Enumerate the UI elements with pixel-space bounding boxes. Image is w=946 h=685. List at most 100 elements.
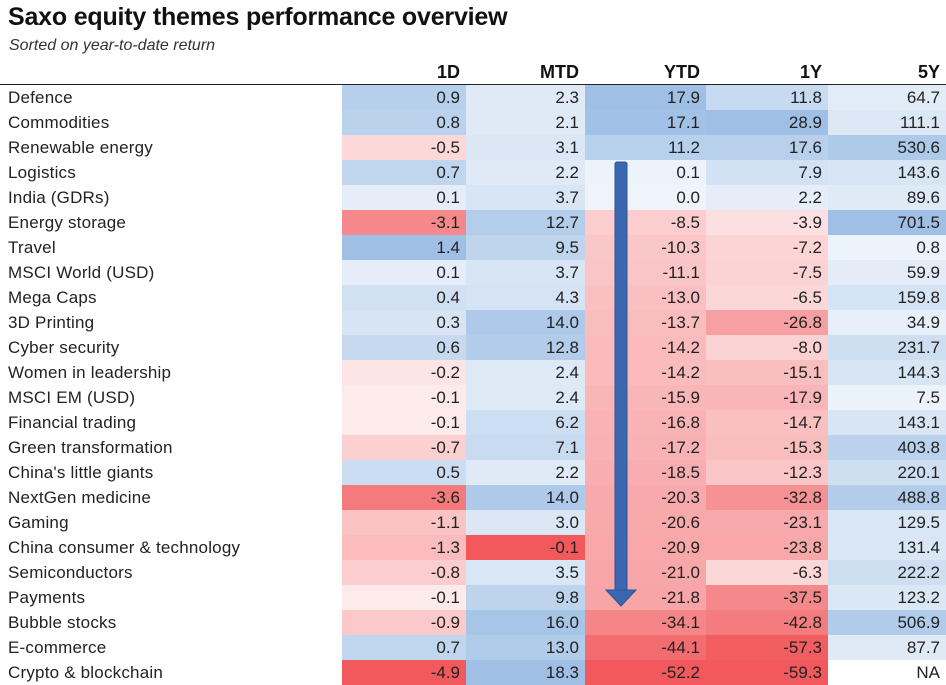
value-cell-ytd: 17.1	[585, 110, 706, 135]
value-cell-1d: 0.1	[342, 185, 466, 210]
header-name-cell	[0, 58, 342, 84]
value-cell-1d: -0.7	[342, 435, 466, 460]
table-row: E-commerce 0.7 13.0 -44.1 -57.3 87.7	[0, 635, 946, 660]
value-cell-1d: 1.4	[342, 235, 466, 260]
value-cell-5y: 144.3	[828, 360, 946, 385]
value-cell-1d: 0.6	[342, 335, 466, 360]
value-cell-1y: 2.2	[706, 185, 828, 210]
value-cell-5y: 143.1	[828, 410, 946, 435]
column-header-mtd[interactable]: MTD	[540, 62, 579, 82]
value-cell-mtd: 14.0	[466, 485, 585, 510]
value-cell-1d: -0.2	[342, 360, 466, 385]
value-cell-5y: 87.7	[828, 635, 946, 660]
value-cell-ytd: -16.8	[585, 410, 706, 435]
table-row: Crypto & blockchain -4.9 18.3 -52.2 -59.3 NA	[0, 660, 946, 685]
value-cell-1y: -15.3	[706, 435, 828, 460]
value-cell-mtd: 13.0	[466, 635, 585, 660]
value-cell-5y: 131.4	[828, 535, 946, 560]
theme-name: Defence	[8, 87, 73, 107]
page-subtitle: Sorted on year-to-date return	[9, 37, 216, 54]
value-cell-ytd: -14.2	[585, 335, 706, 360]
page-title: Saxo equity themes performance overview	[8, 3, 508, 31]
value-cell-5y: 222.2	[828, 560, 946, 585]
theme-name: Crypto & blockchain	[8, 662, 163, 682]
theme-name: Mega Caps	[8, 287, 97, 307]
value-cell-5y: 89.6	[828, 185, 946, 210]
theme-name: Travel	[8, 237, 56, 257]
column-header-1y[interactable]: 1Y	[799, 62, 822, 82]
column-header-ytd[interactable]: YTD	[664, 62, 700, 82]
value-cell-mtd: 3.0	[466, 510, 585, 535]
table-row: 3D Printing 0.3 14.0 -13.7 -26.8 34.9	[0, 310, 946, 335]
value-cell-ytd: -20.3	[585, 485, 706, 510]
value-cell-5y: 64.7	[828, 85, 946, 110]
value-cell-ytd: 0.1	[585, 160, 706, 185]
value-cell-ytd: 11.2	[585, 135, 706, 160]
value-cell-ytd: -20.6	[585, 510, 706, 535]
value-cell-5y: 488.8	[828, 485, 946, 510]
value-cell-1d: -0.1	[342, 585, 466, 610]
value-cell-ytd: -13.7	[585, 310, 706, 335]
value-cell-mtd: 14.0	[466, 310, 585, 335]
value-cell-1d: -4.9	[342, 660, 466, 685]
value-cell-1y: -7.5	[706, 260, 828, 285]
column-header-5y[interactable]: 5Y	[917, 62, 940, 82]
value-cell-5y: 129.5	[828, 510, 946, 535]
value-cell-1d: 0.4	[342, 285, 466, 310]
value-cell-1d: 0.8	[342, 110, 466, 135]
value-cell-ytd: -17.2	[585, 435, 706, 460]
value-cell-ytd: -44.1	[585, 635, 706, 660]
value-cell-5y: 403.8	[828, 435, 946, 460]
table-row: Renewable energy -0.5 3.1 11.2 17.6 530.6	[0, 135, 946, 160]
value-cell-1y: -6.5	[706, 285, 828, 310]
theme-name: NextGen medicine	[8, 487, 152, 507]
column-header-1d[interactable]: 1D	[436, 62, 460, 82]
value-cell-mtd: 18.3	[466, 660, 585, 685]
value-cell-ytd: -21.8	[585, 585, 706, 610]
value-cell-mtd: 2.4	[466, 360, 585, 385]
theme-name: Bubble stocks	[8, 612, 117, 632]
value-cell-1y: -3.9	[706, 210, 828, 235]
value-cell-mtd: -0.1	[466, 535, 585, 560]
value-cell-ytd: -18.5	[585, 460, 706, 485]
value-cell-1d: 0.7	[342, 635, 466, 660]
value-cell-5y: 159.8	[828, 285, 946, 310]
value-cell-5y: 143.6	[828, 160, 946, 185]
value-cell-mtd: 9.5	[466, 235, 585, 260]
value-cell-mtd: 4.3	[466, 285, 585, 310]
table-row: Financial trading -0.1 6.2 -16.8 -14.7 143.1	[0, 410, 946, 435]
performance-table: 1D MTD YTD 1Y 5Y Defence 0.9 2.3 17.9 11.8 64…	[0, 58, 946, 685]
value-cell-mtd: 12.7	[466, 210, 585, 235]
value-cell-mtd: 16.0	[466, 610, 585, 635]
table-row: Logistics 0.7 2.2 0.1 7.9 143.6	[0, 160, 946, 185]
theme-name: Renewable energy	[8, 137, 153, 157]
value-cell-1y: -15.1	[706, 360, 828, 385]
value-cell-1y: -23.8	[706, 535, 828, 560]
value-cell-mtd: 2.2	[466, 460, 585, 485]
value-cell-mtd: 3.5	[466, 560, 585, 585]
table-row: Bubble stocks -0.9 16.0 -34.1 -42.8 506.9	[0, 610, 946, 635]
theme-name: China consumer & technology	[8, 537, 241, 557]
value-cell-mtd: 3.1	[466, 135, 585, 160]
theme-name: 3D Printing	[8, 312, 95, 332]
value-cell-5y: 220.1	[828, 460, 946, 485]
value-cell-1d: 0.9	[342, 85, 466, 110]
value-cell-1y: -26.8	[706, 310, 828, 335]
value-cell-ytd: -52.2	[585, 660, 706, 685]
theme-name: Cyber security	[8, 337, 120, 357]
theme-name: Women in leadership	[8, 362, 172, 382]
value-cell-ytd: -10.3	[585, 235, 706, 260]
value-cell-1d: -0.9	[342, 610, 466, 635]
theme-name: Green transformation	[8, 437, 173, 457]
value-cell-5y: 530.6	[828, 135, 946, 160]
value-cell-1d: 0.3	[342, 310, 466, 335]
theme-name: Commodities	[8, 112, 110, 132]
value-cell-mtd: 2.4	[466, 385, 585, 410]
table-row: MSCI EM (USD) -0.1 2.4 -15.9 -17.9 7.5	[0, 385, 946, 410]
value-cell-5y: NA	[828, 660, 946, 685]
value-cell-5y: 123.2	[828, 585, 946, 610]
theme-name: MSCI EM (USD)	[8, 387, 136, 407]
theme-name: MSCI World (USD)	[8, 262, 155, 282]
table-row: Payments -0.1 9.8 -21.8 -37.5 123.2	[0, 585, 946, 610]
value-cell-1y: -23.1	[706, 510, 828, 535]
